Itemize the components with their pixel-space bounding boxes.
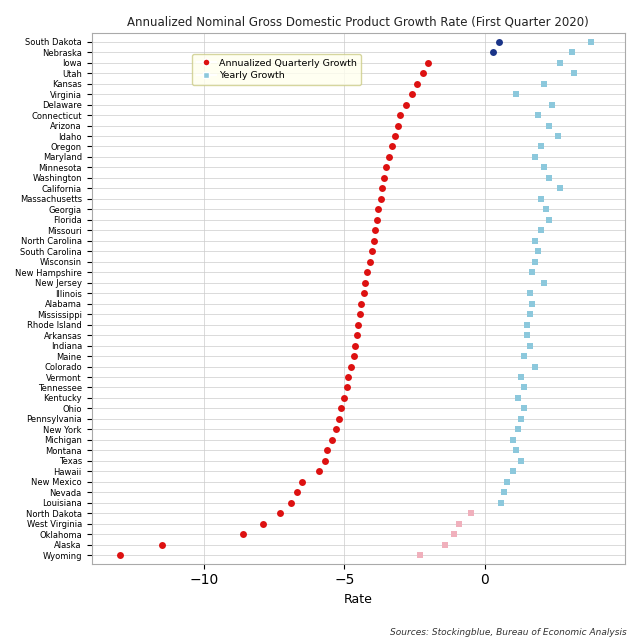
Title: Annualized Nominal Gross Domestic Product Growth Rate (First Quarter 2020): Annualized Nominal Gross Domestic Produc… <box>127 15 589 28</box>
Legend: Annualized Quarterly Growth, Yearly Growth: Annualized Quarterly Growth, Yearly Grow… <box>193 54 362 85</box>
Text: Sources: Stockingblue, Bureau of Economic Analysis: Sources: Stockingblue, Bureau of Economi… <box>390 628 627 637</box>
X-axis label: Rate: Rate <box>344 593 372 606</box>
